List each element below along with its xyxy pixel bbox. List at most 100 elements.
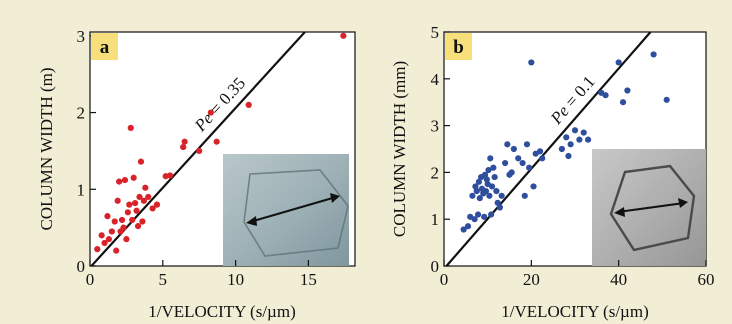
x-tick-label: 0 bbox=[440, 270, 449, 289]
data-point bbox=[213, 138, 220, 145]
data-point bbox=[494, 199, 501, 206]
data-point bbox=[496, 204, 503, 211]
y-tick-label: 0 bbox=[431, 257, 440, 276]
data-point bbox=[615, 59, 622, 66]
data-point bbox=[472, 183, 479, 190]
data-point bbox=[650, 51, 657, 58]
data-point bbox=[585, 136, 592, 143]
data-point bbox=[207, 109, 214, 116]
panel-label-b: b bbox=[453, 37, 464, 58]
data-point bbox=[624, 87, 631, 94]
data-point bbox=[476, 195, 483, 202]
data-point bbox=[127, 124, 134, 132]
data-point bbox=[474, 211, 482, 218]
data-point bbox=[488, 211, 495, 218]
inset-photo-a bbox=[223, 154, 349, 266]
data-point bbox=[498, 192, 505, 199]
data-point bbox=[563, 134, 570, 141]
data-point bbox=[245, 101, 252, 108]
data-point bbox=[482, 188, 490, 195]
data-point bbox=[619, 99, 627, 106]
data-point bbox=[130, 174, 137, 181]
inset-photo-b bbox=[592, 149, 706, 266]
data-point bbox=[481, 213, 488, 220]
arrowhead-right-icon bbox=[330, 193, 340, 203]
data-point bbox=[136, 193, 143, 201]
data-point bbox=[142, 184, 149, 191]
y-tick-label: 4 bbox=[431, 70, 440, 89]
data-point bbox=[469, 192, 476, 199]
data-point bbox=[114, 197, 121, 204]
data-point bbox=[105, 236, 113, 243]
y-tick-label: 3 bbox=[77, 27, 86, 46]
data-point bbox=[519, 159, 526, 167]
arrowhead-left-icon bbox=[246, 216, 257, 226]
data-point bbox=[108, 228, 115, 235]
y-axis-title-b: COLUMN WIDTH (mm) bbox=[390, 61, 409, 237]
data-point bbox=[129, 216, 136, 224]
data-point bbox=[104, 213, 111, 220]
inset-arrow-a bbox=[249, 196, 337, 223]
data-point bbox=[508, 169, 515, 176]
ticks-b: 0 20 40 60 0 1 2 3 4 5 bbox=[431, 23, 715, 289]
data-point bbox=[460, 226, 467, 233]
data-point bbox=[530, 183, 537, 190]
data-point bbox=[111, 218, 118, 225]
data-point bbox=[571, 127, 579, 134]
data-point bbox=[120, 224, 127, 231]
data-point bbox=[196, 147, 203, 155]
ticks-a: 0 5 10 15 0 1 2 3 bbox=[77, 27, 317, 289]
x-tick-label: 0 bbox=[86, 270, 95, 289]
data-point bbox=[134, 223, 142, 230]
data-point bbox=[487, 155, 494, 162]
x-axis-title-b: 1/VELOCITY (s/µm) bbox=[501, 302, 649, 321]
data-point bbox=[98, 232, 105, 239]
data-point bbox=[565, 152, 572, 160]
data-point bbox=[580, 129, 587, 136]
data-point bbox=[602, 92, 609, 99]
x-tick-label: 20 bbox=[523, 270, 540, 289]
x-axis-title-a: 1/VELOCITY (s/µm) bbox=[148, 302, 296, 321]
data-point bbox=[504, 141, 511, 148]
data-point bbox=[132, 199, 139, 207]
data-point bbox=[133, 207, 140, 214]
y-tick-label: 2 bbox=[431, 163, 440, 182]
data-point bbox=[145, 193, 152, 201]
data-point bbox=[94, 246, 101, 253]
fit-line-b bbox=[445, 31, 652, 267]
panel-label-a: a bbox=[100, 37, 110, 58]
data-points-a bbox=[94, 32, 347, 254]
data-point bbox=[113, 247, 120, 254]
arrowhead-left-icon bbox=[614, 207, 625, 217]
inset-cell-outline-a bbox=[243, 169, 349, 257]
data-point bbox=[486, 192, 493, 199]
data-point bbox=[139, 218, 146, 225]
data-point bbox=[137, 158, 145, 165]
data-point bbox=[140, 197, 147, 204]
data-point bbox=[521, 192, 528, 199]
data-point bbox=[539, 155, 546, 162]
data-point bbox=[536, 148, 544, 155]
data-point bbox=[166, 172, 174, 179]
data-point bbox=[526, 164, 533, 171]
inset-cell-outline-b bbox=[609, 164, 696, 252]
data-point bbox=[121, 176, 129, 184]
data-point bbox=[567, 141, 574, 148]
data-point bbox=[340, 32, 347, 39]
data-point bbox=[473, 188, 480, 195]
data-point bbox=[181, 138, 188, 145]
data-point bbox=[576, 136, 583, 143]
data-point bbox=[481, 171, 489, 178]
data-point bbox=[510, 145, 517, 153]
y-tick-label: 5 bbox=[431, 23, 440, 42]
data-point bbox=[502, 159, 509, 167]
y-tick-label: 1 bbox=[77, 180, 86, 199]
y-tick-label: 0 bbox=[77, 257, 86, 276]
data-point bbox=[485, 166, 492, 174]
y-tick-label: 3 bbox=[431, 117, 440, 136]
data-point bbox=[493, 188, 500, 195]
x-tick-label: 60 bbox=[698, 270, 715, 289]
y-tick-label: 2 bbox=[77, 104, 86, 123]
